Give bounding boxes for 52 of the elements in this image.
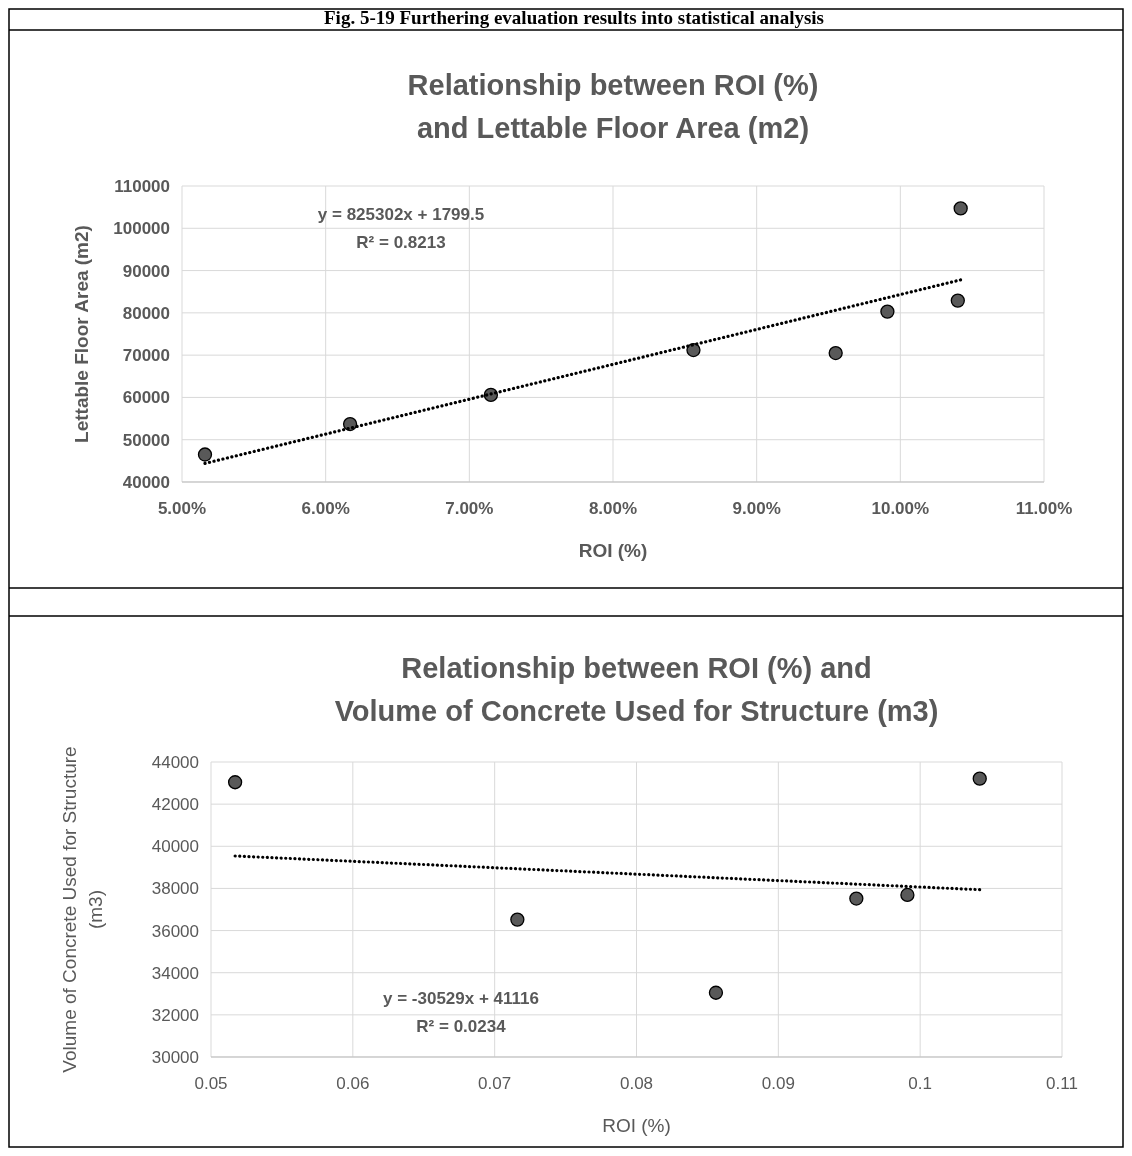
point: [828, 345, 843, 361]
chart-title: Relationship between ROI (%) and Lettable Floor Area (m2): [407, 69, 819, 144]
y-tick-label: 40000: [122, 473, 170, 492]
y-tick-label: 110000: [114, 177, 170, 196]
y-tick-label: 50000: [122, 430, 170, 450]
x-tick-label: 7.00%: [445, 499, 494, 518]
x-tick-label: 11.00%: [1015, 499, 1073, 518]
x-tick-label: 0.11: [1046, 1074, 1078, 1093]
annotation: R² = 0.8213: [356, 233, 446, 252]
y-tick-label: 80000: [122, 303, 170, 323]
chart-title: Relationship between ROI (%) and Volume of Concrete Used for Structure (m3): [334, 652, 939, 727]
x-tick-label: 6.00%: [301, 499, 350, 518]
annotation: R² = 0.0234: [416, 1017, 507, 1036]
y-tick-label: 36000: [151, 921, 199, 941]
point: [227, 775, 243, 790]
y-tick-label: 100000: [113, 219, 170, 239]
x-tick-label: 5.00%: [157, 499, 207, 518]
y-tick-label: 60000: [122, 388, 170, 408]
y-axis-title: Lettable Floor Area (m2): [71, 225, 92, 443]
point: [880, 304, 895, 319]
point: [972, 771, 987, 786]
x-tick-label: 0.05: [194, 1074, 228, 1093]
point: [708, 985, 724, 1000]
x-tick-label: 0.1: [908, 1074, 932, 1093]
point: [849, 891, 864, 906]
y-tick-label: 90000: [122, 261, 170, 281]
x-tick-label: 0.06: [336, 1074, 370, 1093]
y-tick-label: 32000: [151, 1005, 199, 1025]
y-axis-title: Volume of Concrete Used for Structure (m3): [59, 746, 106, 1073]
y-tick-label: 30000: [151, 1048, 199, 1067]
x-tick-label: 0.07: [478, 1074, 512, 1093]
point: [197, 447, 213, 462]
y-tick-label: 34000: [151, 963, 199, 983]
x-tick-label: 0.09: [761, 1074, 795, 1093]
caption: Fig. 5-19 Furthering evaluation results into statistical analysis: [324, 7, 824, 28]
x-axis-title: ROI (%): [578, 540, 648, 561]
annotation: y = -30529x + 41116: [383, 989, 539, 1008]
point: [900, 887, 915, 903]
y-tick-label: 70000: [122, 346, 170, 366]
x-tick-label: 0.08: [619, 1074, 654, 1093]
x-tick-label: 10.00%: [871, 499, 930, 518]
point: [510, 912, 525, 927]
point: [950, 293, 965, 308]
point: [953, 201, 968, 216]
y-tick-label: 44000: [151, 753, 199, 772]
y-tick-label: 40000: [151, 837, 199, 857]
x-axis-title: ROI (%): [602, 1115, 671, 1136]
x-tick-label: 9.00%: [732, 499, 781, 518]
y-tick-label: 42000: [151, 795, 199, 815]
x-tick-label: 8.00%: [588, 499, 638, 518]
y-tick-label: 38000: [151, 879, 199, 899]
annotation: y = 825302x + 1799.5: [317, 205, 485, 224]
